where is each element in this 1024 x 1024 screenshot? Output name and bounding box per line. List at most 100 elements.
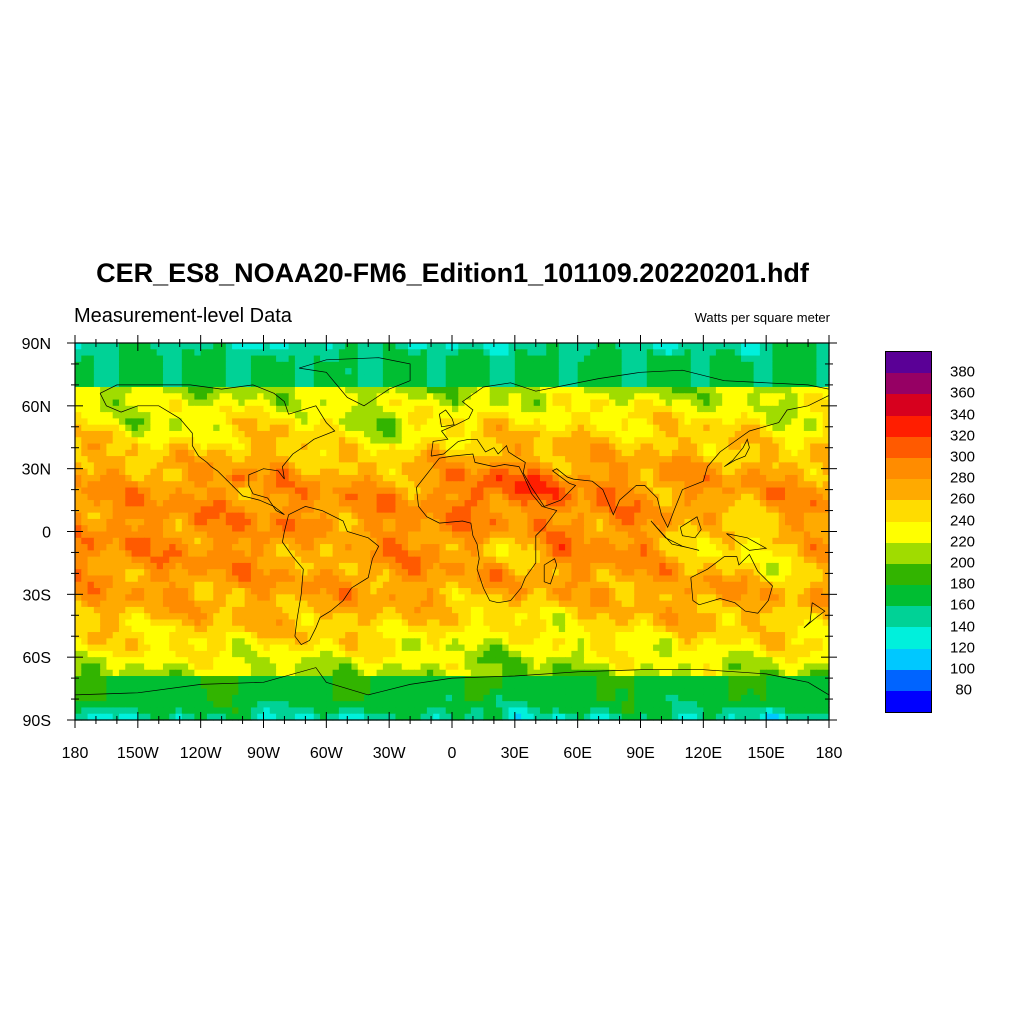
flux-cell [715, 581, 723, 589]
flux-cell [276, 531, 283, 539]
flux-cell [558, 361, 566, 369]
flux-cell [263, 487, 271, 495]
flux-cell [546, 537, 554, 545]
flux-cell [395, 386, 403, 394]
flux-cell [175, 600, 183, 608]
flux-cell [125, 569, 133, 577]
flux-cell [301, 456, 309, 463]
flux-cell [282, 437, 290, 445]
flux-cell [238, 525, 246, 533]
flux-cell [810, 575, 818, 583]
flux-cell [382, 437, 390, 445]
flux-cell [244, 361, 252, 369]
flux-cell [250, 575, 258, 583]
flux-cell [414, 550, 422, 558]
flux-cell [659, 386, 667, 394]
flux-cell [477, 600, 485, 608]
flux-cell [810, 474, 818, 482]
flux-cell [521, 386, 528, 394]
flux-cell [137, 500, 145, 507]
flux-cell [401, 562, 409, 570]
flux-cell [131, 474, 139, 482]
flux-cell [508, 430, 516, 438]
flux-cell [81, 393, 89, 401]
flux-cell [294, 443, 302, 451]
flux-cell [188, 594, 195, 602]
flux-cell [389, 562, 397, 570]
flux-cell [521, 449, 528, 457]
flux-cell [395, 562, 403, 570]
flux-cell [734, 405, 742, 413]
flux-cell [118, 544, 126, 551]
flux-cell [558, 531, 566, 539]
flux-cell [690, 550, 698, 558]
flux-cell [766, 380, 774, 388]
flux-cell [659, 368, 667, 376]
flux-cell [219, 544, 227, 551]
flux-cell [162, 386, 170, 394]
flux-cell [495, 569, 503, 577]
flux-cell [276, 588, 283, 595]
flux-cell [772, 575, 780, 583]
flux-cell [590, 493, 598, 501]
flux-cell [470, 443, 478, 451]
flux-cell [112, 588, 120, 595]
flux-cell [778, 418, 786, 426]
flux-cell [137, 481, 145, 489]
flux-cell [785, 374, 792, 382]
flux-cell [539, 468, 547, 476]
flux-cell [307, 418, 315, 426]
flux-cell [188, 456, 195, 463]
flux-cell [263, 588, 271, 595]
flux-cell [338, 430, 346, 438]
flux-cell [791, 349, 799, 357]
flux-cell [269, 393, 277, 401]
flux-cell [81, 430, 89, 438]
flux-cell [621, 550, 629, 558]
flux-cell [508, 575, 516, 583]
flux-cell [301, 349, 309, 357]
flux-cell [627, 412, 635, 419]
flux-cell [527, 575, 535, 583]
flux-cell [615, 355, 623, 363]
flux-cell [546, 594, 554, 602]
flux-cell [621, 418, 629, 426]
flux-cell [420, 562, 428, 570]
flux-cell [571, 418, 579, 426]
flux-cell [175, 525, 183, 533]
flux-cell [426, 531, 434, 539]
flux-cell [156, 550, 164, 558]
flux-cell [615, 393, 623, 401]
flux-cell [332, 412, 340, 419]
flux-cell [75, 512, 82, 520]
flux-cell [741, 537, 748, 545]
flux-cell [408, 512, 415, 520]
flux-cell [313, 493, 321, 501]
flux-cell [401, 581, 409, 589]
flux-cell [294, 487, 302, 495]
flux-cell [646, 456, 654, 463]
flux-cell [539, 405, 547, 413]
flux-cell [408, 594, 415, 602]
flux-cell [150, 443, 158, 451]
flux-cell [822, 531, 830, 539]
flux-cell [684, 468, 692, 476]
flux-cell [389, 386, 397, 394]
flux-cell [118, 424, 126, 432]
flux-cell [414, 349, 422, 357]
flux-cell [112, 575, 120, 583]
flux-cell [357, 575, 365, 583]
flux-cell [288, 531, 296, 539]
flux-cell [345, 481, 353, 489]
flux-cell [653, 550, 660, 558]
flux-cell [389, 518, 397, 526]
flux-cell [659, 512, 667, 520]
flux-cell [408, 449, 415, 457]
flux-cell [338, 550, 346, 558]
flux-cell [213, 487, 221, 495]
flux-cell [470, 506, 478, 514]
flux-cell [376, 525, 384, 533]
flux-cell [351, 430, 359, 438]
flux-cell [263, 399, 271, 407]
flux-cell [822, 430, 830, 438]
